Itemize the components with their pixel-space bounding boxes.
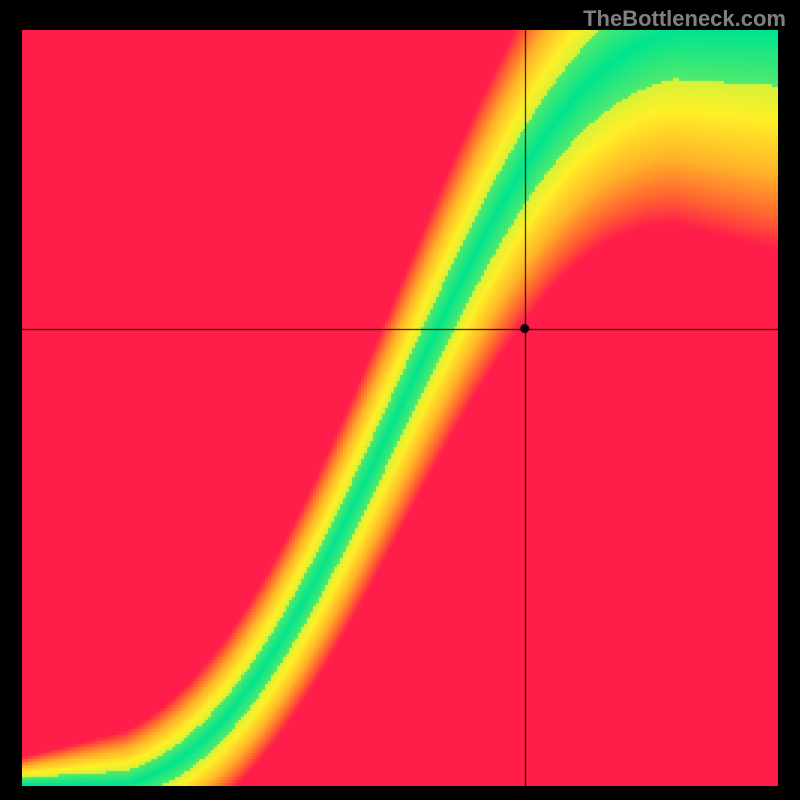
watermark-text: TheBottleneck.com: [583, 6, 786, 32]
bottleneck-heatmap-canvas: [22, 30, 778, 786]
